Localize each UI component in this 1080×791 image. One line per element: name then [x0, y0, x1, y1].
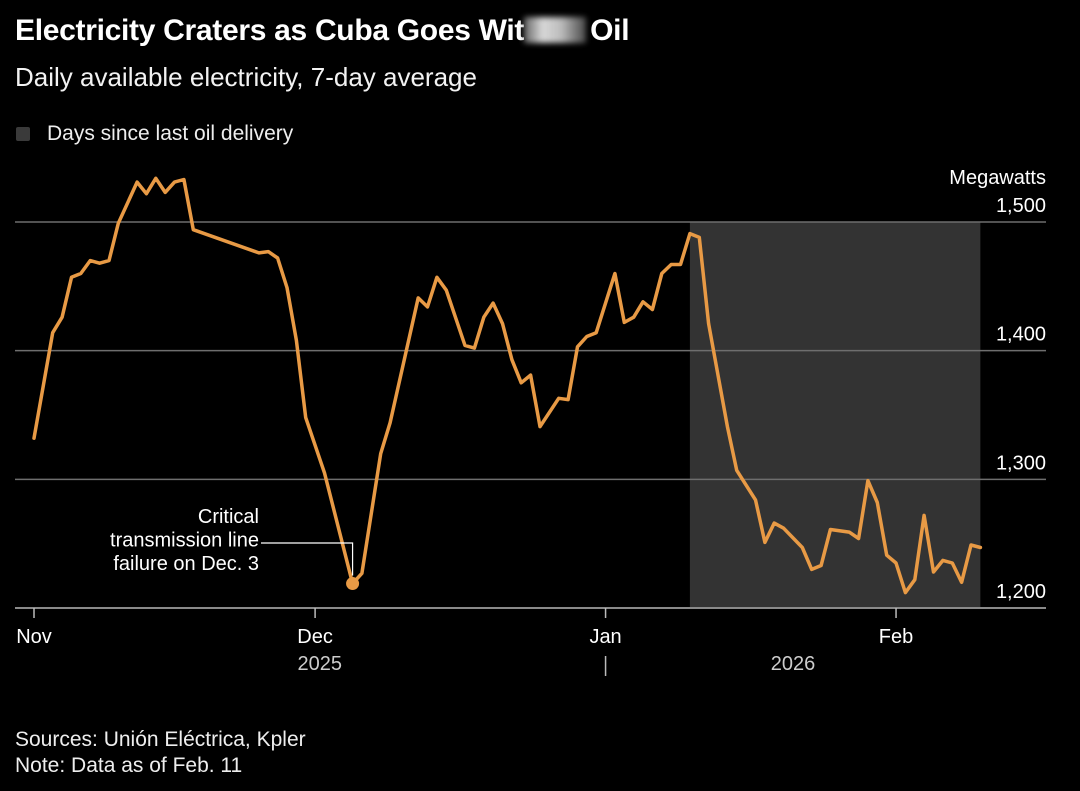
- x-tick-label: Nov: [16, 626, 52, 648]
- x-tick-label: Jan: [589, 626, 621, 648]
- legend-label: Days since last oil delivery: [47, 122, 294, 145]
- obscured-title-segment: [524, 17, 587, 43]
- shaded-range-oil-days: [689, 222, 981, 608]
- annotation-marker: [346, 577, 360, 591]
- x-tick-label: Dec: [297, 626, 333, 648]
- x-year-label: 2026: [771, 653, 816, 675]
- electricity-series-line: [32, 176, 983, 595]
- chart-footer: Sources: Unión Eléctrica, Kpler Note: Da…: [15, 727, 306, 779]
- legend-swatch-shaded: [16, 127, 30, 141]
- y-axis-label: Megawatts: [949, 167, 1046, 189]
- x-year-label: 2025: [298, 653, 343, 675]
- annotation-leader-line: [261, 542, 354, 576]
- chart-title: Electricity Craters as Cuba Goes Wit Oil: [15, 14, 630, 48]
- title-text-start: Electricity Craters as Cuba Goes Wit: [15, 14, 525, 47]
- annotation-text: Critical: [198, 506, 259, 528]
- annotation-text: transmission line: [110, 530, 259, 552]
- chart-subtitle: Daily available electricity, 7-day avera…: [15, 62, 477, 92]
- legend: Days since last oil delivery: [16, 122, 293, 146]
- y-tick-label: 1,500: [996, 195, 1046, 217]
- x-tick-label: Feb: [879, 626, 913, 648]
- y-tick-label: 1,300: [996, 452, 1046, 474]
- title-text-end: Oil: [590, 14, 630, 47]
- annotation-text: failure on Dec. 3: [113, 553, 259, 575]
- y-tick-label: 1,200: [996, 581, 1046, 603]
- y-tick-label: 1,400: [996, 324, 1046, 346]
- note-text: Note: Data as of Feb. 11: [15, 754, 243, 777]
- sources-text: Sources: Unión Eléctrica, Kpler: [15, 728, 306, 751]
